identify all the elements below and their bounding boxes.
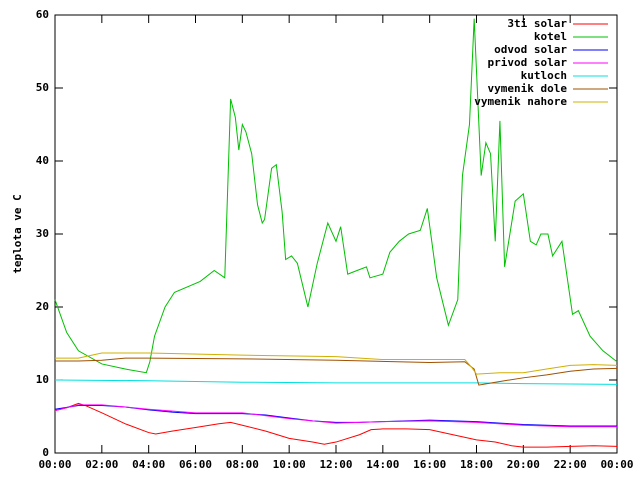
x-tick-label: 04:00 [132, 458, 165, 471]
series-line [54, 402, 618, 448]
series-line [54, 18, 618, 374]
y-tick-label: 10 [36, 373, 49, 386]
legend-label: odvod solar [494, 43, 567, 56]
x-tick-label: 02:00 [85, 458, 118, 471]
x-tick-label: 10:00 [273, 458, 306, 471]
series-line [54, 404, 617, 428]
y-axis-label: teplota ve C [11, 194, 24, 273]
series-line [54, 405, 617, 427]
series-line [55, 357, 618, 386]
x-tick-label: 00:00 [600, 458, 633, 471]
x-tick-label: 12:00 [319, 458, 352, 471]
legend-label: privod solar [488, 56, 568, 69]
y-tick-label: 20 [36, 300, 49, 313]
series-line [55, 352, 618, 375]
y-tick-label: 30 [36, 227, 49, 240]
x-tick-label: 22:00 [554, 458, 587, 471]
x-tick-label: 20:00 [507, 458, 540, 471]
x-tick-label: 14:00 [366, 458, 399, 471]
y-tick-label: 60 [36, 8, 49, 21]
legend-label: vymenik nahore [474, 95, 567, 108]
legend-label: vymenik dole [488, 82, 568, 95]
series-line [54, 379, 618, 385]
x-tick-label: 18:00 [460, 458, 493, 471]
x-tick-label: 06:00 [179, 458, 212, 471]
y-tick-label: 40 [36, 154, 49, 167]
y-tick-label: 0 [42, 446, 49, 459]
y-tick-label: 50 [36, 81, 49, 94]
legend-label: 3ti solar [507, 17, 567, 30]
legend-label: kotel [534, 30, 567, 43]
legend-label: kutloch [521, 69, 567, 82]
x-tick-label: 00:00 [38, 458, 71, 471]
x-tick-label: 08:00 [226, 458, 259, 471]
x-tick-label: 16:00 [413, 458, 446, 471]
